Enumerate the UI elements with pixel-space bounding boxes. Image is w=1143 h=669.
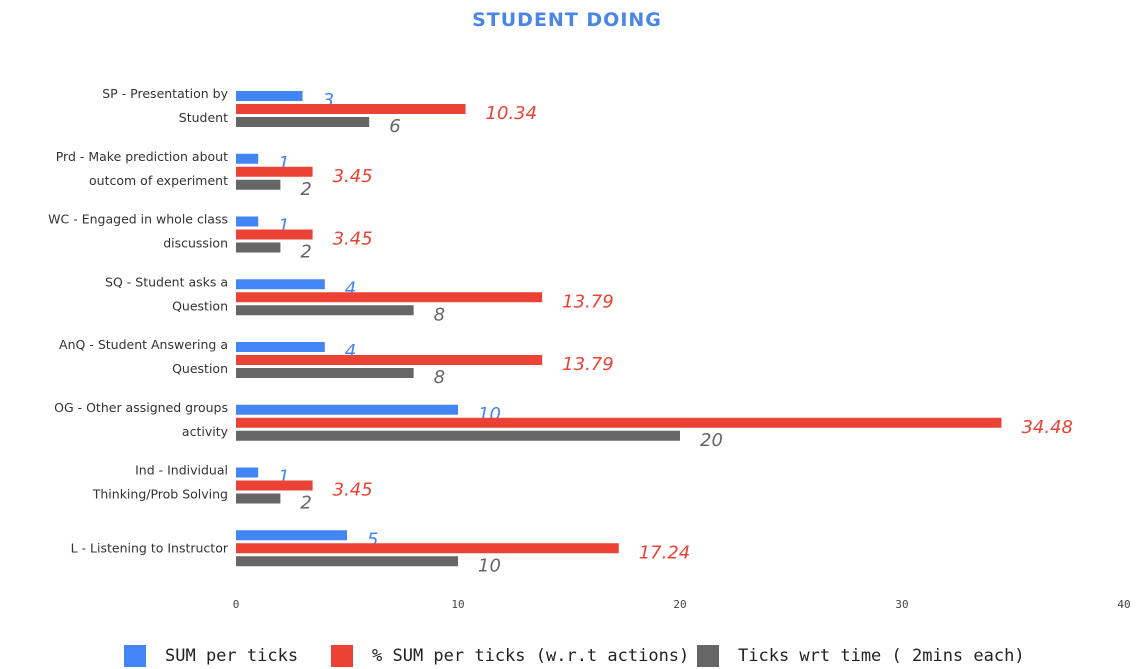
- bar-1: [236, 342, 325, 352]
- legend-label: SUM per ticks: [165, 646, 298, 666]
- data-label: 8: [434, 304, 445, 325]
- data-label: 17.24: [639, 542, 691, 563]
- data-label: 10.34: [486, 103, 538, 124]
- category-label: SQ - Student asks a: [105, 274, 228, 289]
- bar-3: [236, 368, 414, 378]
- data-label: 10: [478, 555, 501, 576]
- data-label: 13.79: [562, 354, 614, 375]
- data-label: 8: [434, 367, 445, 388]
- x-tick-label: 20: [673, 598, 686, 611]
- bar-3: [236, 305, 414, 316]
- data-label: 34.48: [1021, 417, 1073, 438]
- legend: SUM per ticks % SUM per ticks (w.r.t acti…: [124, 645, 1025, 667]
- category-labels: SP - Presentation by Student Prd - Make pr…: [48, 86, 229, 555]
- category-label: WC - Engaged in whole class: [48, 212, 228, 227]
- data-label: 2: [300, 242, 311, 263]
- data-label: 3.45: [333, 166, 373, 187]
- data-label: 4: [345, 341, 356, 362]
- category-label: Student: [179, 110, 228, 125]
- bar-2: [236, 166, 313, 177]
- category-label: Thinking/Prob Solving: [92, 487, 228, 502]
- bar-2: [236, 229, 313, 240]
- legend-label: % SUM per ticks (w.r.t actions): [372, 646, 689, 666]
- bar-1: [236, 216, 259, 227]
- legend-swatch: [697, 645, 719, 667]
- bar-1: [236, 153, 259, 164]
- bar-1: [236, 91, 303, 101]
- data-label: 1: [278, 467, 289, 488]
- category-label: SP - Presentation by: [102, 86, 228, 101]
- bar-1: [236, 279, 325, 290]
- x-axis-ticks: 0 10 20 30 40: [233, 598, 1131, 611]
- data-label: 3.45: [333, 229, 373, 250]
- data-label: 6: [389, 116, 400, 137]
- data-label: 3: [323, 90, 334, 111]
- bar-2: [236, 480, 313, 491]
- bar-3: [236, 179, 281, 190]
- data-label: 5: [367, 529, 378, 550]
- bar-1: [236, 467, 259, 478]
- category-label: outcom of experiment: [89, 173, 228, 188]
- data-label: 2: [300, 179, 311, 200]
- bar-2: [236, 355, 543, 365]
- legend-swatch: [331, 645, 353, 667]
- category-label: activity: [182, 424, 229, 439]
- category-label: OG - Other assigned groups: [54, 400, 228, 415]
- bar-2: [236, 292, 543, 303]
- bar-3: [236, 242, 281, 253]
- bar-1: [236, 530, 347, 541]
- data-label: 1: [278, 216, 289, 237]
- category-label: Prd - Make prediction about: [56, 149, 228, 164]
- legend-label: Ticks wrt time ( 2mins each): [738, 646, 1025, 666]
- chart-title: STUDENT DOING: [472, 9, 662, 31]
- bar-1: [236, 404, 458, 415]
- category-label: discussion: [163, 236, 228, 251]
- bars-group: 310.34613.45213.452413.798413.7981034.48…: [236, 90, 1073, 576]
- data-label: 4: [345, 278, 356, 299]
- bar-3: [236, 493, 281, 504]
- x-tick-label: 10: [451, 598, 464, 611]
- bar-2: [236, 104, 466, 114]
- x-tick-label: 0: [233, 598, 240, 611]
- legend-swatch: [124, 645, 146, 667]
- data-label: 2: [300, 493, 311, 514]
- bar-3: [236, 556, 458, 567]
- bar-2: [236, 417, 1002, 428]
- data-label: 13.79: [562, 291, 614, 312]
- bar-3: [236, 430, 680, 441]
- category-label: L - Listening to Instructor: [71, 540, 229, 555]
- category-label: AnQ - Student Answering a: [59, 337, 228, 352]
- data-label: 20: [700, 430, 723, 451]
- data-label: 3.45: [333, 480, 373, 501]
- data-label: 1: [278, 153, 289, 174]
- category-label: Ind - Individual: [135, 463, 228, 478]
- bar-3: [236, 117, 370, 127]
- x-tick-label: 40: [1117, 598, 1130, 611]
- x-tick-label: 30: [895, 598, 908, 611]
- bar-2: [236, 543, 619, 554]
- category-label: Question: [172, 361, 228, 376]
- category-label: Question: [172, 298, 228, 313]
